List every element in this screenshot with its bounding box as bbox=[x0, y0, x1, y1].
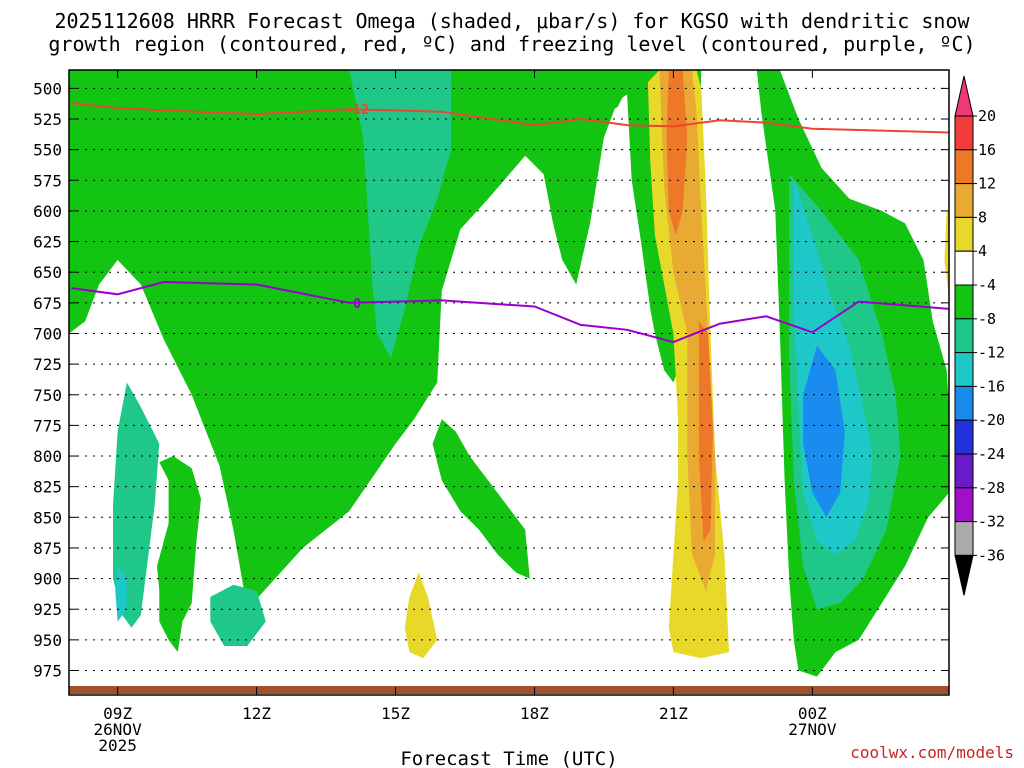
terrain-ground-strip bbox=[69, 686, 949, 694]
colorbar-box-6 bbox=[954, 284, 974, 320]
colorbar-label--8: -8 bbox=[978, 310, 996, 328]
y-tick-label-575: 575 bbox=[33, 171, 62, 190]
y-tick-label-700: 700 bbox=[33, 324, 62, 343]
x-tick-label-27NOV: 27NOV bbox=[788, 720, 837, 739]
y-tick-label-975: 975 bbox=[33, 661, 62, 680]
x-tick-label-26NOV: 26NOV bbox=[94, 720, 143, 739]
colorbar-label-8: 8 bbox=[978, 208, 987, 226]
colorbar-label-20: 20 bbox=[978, 107, 996, 125]
x-tick-label-00Z: 00Z bbox=[798, 704, 827, 723]
pressure-gridlines bbox=[69, 87, 949, 671]
y-tick-label-850: 850 bbox=[33, 508, 62, 527]
colorbar-label--28: -28 bbox=[978, 479, 1005, 497]
source-credit: coolwx.com/models bbox=[850, 743, 1014, 762]
x-tick-label-12Z: 12Z bbox=[242, 704, 271, 723]
colorbar-label--16: -16 bbox=[978, 377, 1005, 395]
colorbar-box-2 bbox=[954, 149, 974, 185]
y-tick-label-900: 900 bbox=[33, 570, 62, 589]
y-tick-label-525: 525 bbox=[33, 110, 62, 129]
y-tick-label-500: 500 bbox=[33, 79, 62, 98]
colorbar-label--20: -20 bbox=[978, 411, 1005, 429]
contour-lines: -12 0 bbox=[71, 102, 949, 344]
y-tick-label-925: 925 bbox=[33, 600, 62, 619]
y-tick-label-800: 800 bbox=[33, 447, 62, 466]
freezing-level-contour-line bbox=[71, 280, 949, 344]
y-tick-label-550: 550 bbox=[33, 141, 62, 160]
x-tick-label-2025: 2025 bbox=[98, 736, 137, 755]
colorbar-box-4 bbox=[954, 216, 974, 252]
x-tick-label-09Z: 09Z bbox=[103, 704, 132, 723]
y-tick-label-950: 950 bbox=[33, 631, 62, 650]
y-tick-label-775: 775 bbox=[33, 416, 62, 435]
omega-region-4-1 bbox=[404, 572, 438, 659]
colorbar-label-12: 12 bbox=[978, 175, 996, 193]
freezing-level-contour-line-label: 0 bbox=[353, 297, 361, 312]
y-tick-label-725: 725 bbox=[33, 355, 62, 374]
colorbar-label--36: -36 bbox=[978, 546, 1005, 564]
omega-region-6-0 bbox=[666, 70, 688, 236]
y-tick-label-625: 625 bbox=[33, 233, 62, 252]
colorbar-bottom-arrow bbox=[954, 554, 974, 596]
colorbar-box-7 bbox=[954, 318, 974, 354]
colorbar-box-8 bbox=[954, 352, 974, 387]
y-tick-label-825: 825 bbox=[33, 478, 62, 497]
colorbar-label--4: -4 bbox=[978, 276, 996, 294]
y-axis: 500 525 550 575 600 625 650 675 700 725 750 775 800 8… bbox=[33, 79, 949, 680]
dgz-top-contour-line bbox=[71, 102, 949, 134]
omega-region-1-1 bbox=[113, 382, 160, 628]
omega-region-1-0 bbox=[349, 70, 452, 358]
chart-title-line1: 2025112608 HRRR Forecast Omega (shaded, … bbox=[54, 9, 970, 33]
colorbar-label--24: -24 bbox=[978, 445, 1005, 463]
y-tick-label-650: 650 bbox=[33, 263, 62, 282]
colorbar-box-10 bbox=[954, 419, 974, 455]
colorbar-box-11 bbox=[954, 453, 974, 489]
omega-region-0-2 bbox=[432, 419, 530, 579]
omega-shading bbox=[69, 70, 949, 677]
colorbar-box-1 bbox=[954, 115, 974, 151]
omega-region-3-0 bbox=[803, 345, 845, 518]
omega-region-2-1 bbox=[115, 566, 127, 622]
x-tick-label-15Z: 15Z bbox=[381, 704, 410, 723]
omega-region-0-3 bbox=[599, 70, 628, 113]
colorbar-box-5 bbox=[954, 250, 974, 286]
colorbar-label-4: 4 bbox=[978, 242, 987, 260]
y-tick-label-750: 750 bbox=[33, 386, 62, 405]
colorbar: 20 16 12 8 4 -4 -8 -12 -16 -20 -24 -28 -32 -36 bbox=[954, 75, 1005, 596]
x-axis-label: Forecast Time (UTC) bbox=[400, 748, 617, 768]
x-tick-label-21Z: 21Z bbox=[659, 704, 688, 723]
plot-frame bbox=[68, 69, 950, 696]
colorbar-box-12 bbox=[954, 487, 974, 523]
colorbar-box-3 bbox=[954, 183, 974, 218]
colorbar-box-13 bbox=[954, 521, 974, 556]
chart-title-line2: growth region (contoured, red, ºC) and f… bbox=[48, 32, 975, 56]
omega-region-0-1 bbox=[157, 456, 201, 653]
colorbar-label--32: -32 bbox=[978, 513, 1005, 531]
colorbar-box-9 bbox=[954, 385, 974, 421]
omega-region-1-2 bbox=[210, 584, 266, 646]
y-tick-label-675: 675 bbox=[33, 294, 62, 313]
x-tick-label-18Z: 18Z bbox=[520, 704, 549, 723]
y-tick-label-600: 600 bbox=[33, 202, 62, 221]
colorbar-label--12: -12 bbox=[978, 344, 1005, 362]
omega-region-4-2 bbox=[944, 210, 949, 297]
colorbar-label-16: 16 bbox=[978, 141, 996, 159]
dgz-top-contour-line-label: -12 bbox=[345, 103, 368, 118]
y-tick-label-875: 875 bbox=[33, 539, 62, 558]
